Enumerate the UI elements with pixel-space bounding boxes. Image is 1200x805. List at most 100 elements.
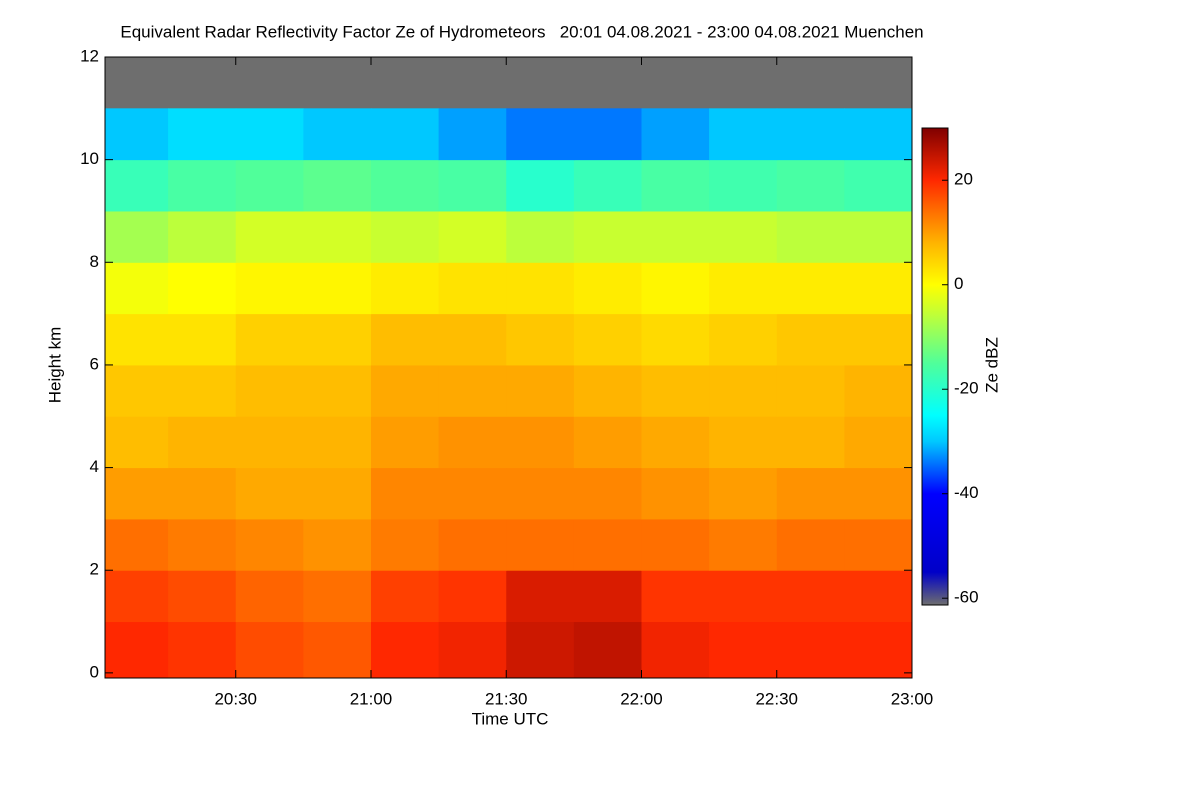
heatmap-cell — [438, 210, 507, 263]
heatmap-cell — [776, 467, 845, 520]
x-tick-label: 21:00 — [350, 689, 393, 708]
heatmap — [105, 108, 912, 678]
heatmap-cell — [506, 262, 575, 315]
heatmap-cell — [370, 518, 440, 571]
heatmap-cell — [709, 108, 778, 161]
heatmap-cell — [844, 108, 912, 161]
heatmap-cell — [844, 467, 912, 520]
heatmap-cell — [303, 262, 372, 315]
heatmap-cell — [506, 416, 575, 469]
heatmap-cell — [370, 159, 440, 212]
heatmap-cell — [573, 159, 642, 212]
colorbar-label: Ze dBZ — [982, 337, 1001, 393]
x-tick-label: 20:30 — [214, 689, 257, 708]
heatmap-cell — [370, 313, 440, 366]
heatmap-cell — [776, 570, 845, 623]
heatmap-cell — [168, 416, 237, 469]
heatmap-cell — [709, 416, 778, 469]
heatmap-cell — [235, 518, 304, 571]
heatmap-cell — [709, 621, 778, 678]
heatmap-cell — [506, 467, 575, 520]
heatmap-cell — [438, 108, 507, 161]
heatmap-cell — [105, 364, 169, 417]
heatmap-cell — [105, 108, 169, 161]
colorbar-tick-label: 20 — [954, 170, 973, 189]
heatmap-cell — [235, 313, 304, 366]
heatmap-cell — [168, 364, 237, 417]
heatmap-cell — [709, 518, 778, 571]
heatmap-cell — [370, 621, 440, 678]
heatmap-cell — [438, 416, 507, 469]
heatmap-cell — [844, 210, 912, 263]
heatmap-cell — [168, 570, 237, 623]
heatmap-cell — [370, 416, 440, 469]
heatmap-cell — [105, 570, 169, 623]
heatmap-cell — [776, 108, 845, 161]
heatmap-cell — [105, 518, 169, 571]
heatmap-cell — [438, 467, 507, 520]
colorbar-tick-label: -20 — [954, 379, 979, 398]
heatmap-cell — [303, 210, 372, 263]
heatmap-cell — [303, 518, 372, 571]
heatmap-cell — [506, 518, 575, 571]
heatmap-cell — [438, 313, 507, 366]
heatmap-cell — [438, 262, 507, 315]
x-tick-label: 22:30 — [755, 689, 798, 708]
heatmap-cell — [709, 262, 778, 315]
heatmap-cell — [844, 262, 912, 315]
heatmap-cell — [303, 313, 372, 366]
heatmap-cell — [641, 570, 710, 623]
heatmap-cell — [844, 570, 912, 623]
heatmap-cell — [506, 364, 575, 417]
heatmap-cell — [235, 262, 304, 315]
heatmap-cell — [776, 159, 845, 212]
heatmap-cell — [370, 570, 440, 623]
heatmap-cell — [303, 108, 372, 161]
heatmap-cell — [438, 159, 507, 212]
heatmap-cell — [168, 621, 237, 678]
heatmap-cell — [235, 416, 304, 469]
heatmap-cell — [168, 467, 237, 520]
heatmap-cell — [709, 313, 778, 366]
heatmap-cell — [235, 108, 304, 161]
x-tick-label: 21:30 — [485, 689, 528, 708]
heatmap-cell — [641, 416, 710, 469]
heatmap-cell — [168, 313, 237, 366]
y-tick-label: 4 — [90, 457, 99, 476]
plot-frame — [104, 56, 913, 679]
heatmap-cell — [506, 108, 575, 161]
heatmap-cell — [573, 416, 642, 469]
heatmap-cell — [573, 570, 642, 623]
heatmap-cell — [506, 210, 575, 263]
heatmap-cell — [370, 364, 440, 417]
heatmap-cell — [303, 416, 372, 469]
heatmap-cell — [776, 262, 845, 315]
heatmap-cell — [776, 518, 845, 571]
heatmap-cell — [776, 416, 845, 469]
heatmap-cell — [438, 518, 507, 571]
y-tick-label: 6 — [90, 354, 99, 373]
heatmap-cell — [105, 416, 169, 469]
heatmap-cell — [573, 518, 642, 571]
y-tick-label: 12 — [80, 46, 99, 65]
heatmap-cell — [844, 621, 912, 678]
heatmap-cell — [709, 467, 778, 520]
heatmap-cell — [776, 621, 845, 678]
heatmap-cell — [709, 159, 778, 212]
colorbar-tick-label: -40 — [954, 483, 979, 502]
heatmap-cell — [641, 364, 710, 417]
heatmap-cell — [776, 313, 845, 366]
heatmap-cell — [370, 467, 440, 520]
heatmap-cell — [776, 364, 845, 417]
heatmap-cell — [641, 621, 710, 678]
heatmap-cell — [370, 262, 440, 315]
heatmap-cell — [641, 262, 710, 315]
heatmap-cell — [641, 108, 710, 161]
heatmap-cell — [506, 159, 575, 212]
y-axis-label: Height km — [45, 327, 64, 404]
heatmap-cell — [235, 364, 304, 417]
heatmap-cell — [168, 108, 237, 161]
heatmap-cell — [641, 210, 710, 263]
heatmap-cell — [641, 159, 710, 212]
